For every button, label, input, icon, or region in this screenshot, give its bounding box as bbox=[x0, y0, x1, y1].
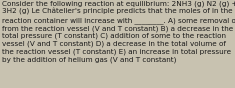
Text: Consider the following reaction at equilibrium: 2NH3 (g) N2 (g) +
3H2 (g) Le Châ: Consider the following reaction at equil… bbox=[2, 0, 235, 63]
